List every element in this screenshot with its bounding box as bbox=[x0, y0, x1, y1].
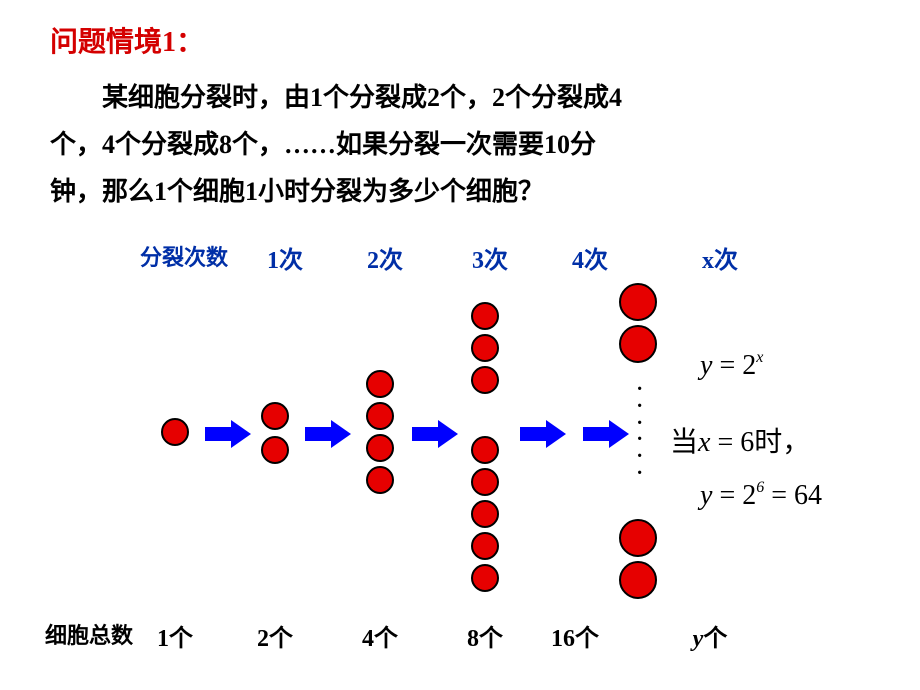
formula2-x: x bbox=[698, 427, 710, 458]
arrow-icon bbox=[520, 424, 564, 444]
footer-4: 4个 bbox=[362, 618, 398, 653]
cell-circle bbox=[366, 466, 394, 494]
formula3-sup: 6 bbox=[756, 479, 764, 496]
footer-y: y个 bbox=[693, 618, 728, 653]
formula2-pre: 当 bbox=[670, 427, 698, 458]
vertical-ellipsis: ······ bbox=[635, 382, 644, 483]
cell-circle bbox=[471, 436, 499, 464]
formula3-post: = 64 bbox=[764, 480, 822, 511]
cell-circle bbox=[619, 519, 657, 557]
cell-circle bbox=[261, 402, 289, 430]
formula2-post: 时， bbox=[754, 427, 810, 458]
arrow-icon bbox=[305, 424, 349, 444]
formula3-y: y bbox=[700, 480, 712, 511]
cell-circle bbox=[619, 325, 657, 363]
cell-circle bbox=[471, 302, 499, 330]
cell-circle bbox=[619, 283, 657, 321]
cell-circle bbox=[471, 366, 499, 394]
formula-y-2x: y = 2x bbox=[700, 350, 763, 382]
cell-circle bbox=[366, 402, 394, 430]
footer-1: 1个 bbox=[157, 618, 193, 653]
cell-circle bbox=[619, 561, 657, 599]
cell-circle bbox=[161, 418, 189, 446]
footer-16: 16个 bbox=[551, 618, 599, 653]
arrow-icon bbox=[412, 424, 456, 444]
formula2-eq: = 6 bbox=[710, 427, 754, 458]
cell-circle bbox=[366, 370, 394, 398]
footer-label: 细胞总数 bbox=[45, 618, 133, 650]
formula-y64: y = 26 = 64 bbox=[700, 480, 822, 512]
formula-eq: = 2 bbox=[712, 350, 756, 381]
footer-2: 2个 bbox=[257, 618, 293, 653]
cell-circle bbox=[261, 436, 289, 464]
footer-8: 8个 bbox=[467, 618, 503, 653]
formula-sup-x: x bbox=[756, 349, 763, 366]
formula-y: y bbox=[700, 350, 712, 381]
cell-circle bbox=[471, 564, 499, 592]
arrow-icon bbox=[205, 424, 249, 444]
cell-circle bbox=[471, 334, 499, 362]
arrow-icon bbox=[583, 424, 627, 444]
formula3-mid: = 2 bbox=[712, 480, 756, 511]
cell-circle bbox=[471, 532, 499, 560]
cell-circle bbox=[471, 468, 499, 496]
cell-circle bbox=[366, 434, 394, 462]
diagram-stage: ······ bbox=[0, 0, 920, 690]
formula-x6: 当x = 6时， bbox=[670, 420, 810, 460]
cell-circle bbox=[471, 500, 499, 528]
